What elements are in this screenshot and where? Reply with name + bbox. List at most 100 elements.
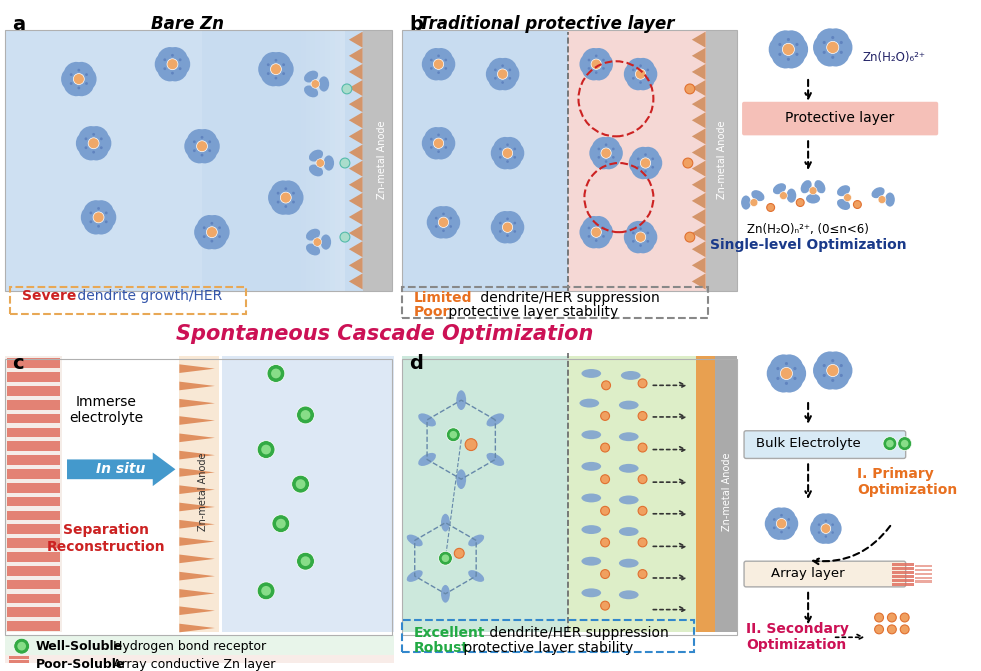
Text: Zn-metal Anode: Zn-metal Anode [198,453,208,531]
Circle shape [501,81,504,84]
Circle shape [600,570,609,578]
Text: b: b [409,15,423,34]
Circle shape [434,59,443,69]
Ellipse shape [184,136,198,156]
Ellipse shape [493,137,511,152]
Circle shape [208,140,211,143]
Ellipse shape [816,352,837,368]
Ellipse shape [829,50,849,66]
Circle shape [685,84,695,94]
Ellipse shape [643,147,659,161]
Ellipse shape [645,65,657,83]
Circle shape [604,144,607,146]
Polygon shape [349,96,363,112]
Bar [402,30,737,291]
Bar [402,287,707,318]
Circle shape [780,514,783,517]
Circle shape [300,410,310,420]
Ellipse shape [768,525,785,540]
Text: Immerse
electrolyte: Immerse electrolyte [70,395,143,425]
Circle shape [100,146,103,149]
Circle shape [97,207,100,210]
Circle shape [809,187,817,195]
Circle shape [438,71,439,74]
Polygon shape [349,241,363,257]
Circle shape [888,625,897,634]
Bar [7,469,60,479]
Ellipse shape [580,399,599,407]
Bar [5,635,394,657]
Polygon shape [180,537,215,546]
Bar [7,538,60,548]
Ellipse shape [283,199,300,215]
Circle shape [295,479,305,489]
Ellipse shape [602,155,620,169]
Ellipse shape [216,222,230,242]
Ellipse shape [504,137,521,152]
Circle shape [651,166,654,168]
Circle shape [796,43,799,46]
Circle shape [200,136,203,139]
Circle shape [840,51,843,54]
Circle shape [77,68,80,72]
Ellipse shape [271,180,289,196]
Ellipse shape [627,239,644,254]
Circle shape [211,240,213,242]
Text: protective layer stability: protective layer stability [459,641,634,655]
Circle shape [316,159,325,167]
Circle shape [602,235,605,238]
Polygon shape [349,273,363,289]
Text: protective layer stability: protective layer stability [444,305,619,319]
Ellipse shape [619,401,639,409]
Ellipse shape [61,69,75,89]
Circle shape [200,154,203,156]
Ellipse shape [76,81,93,96]
Ellipse shape [79,126,97,142]
Circle shape [778,43,782,46]
Ellipse shape [582,430,601,440]
Ellipse shape [84,200,102,215]
Bar [914,576,932,579]
Circle shape [275,76,278,79]
Ellipse shape [187,129,206,144]
Ellipse shape [582,462,601,471]
Circle shape [780,368,793,380]
Ellipse shape [787,189,797,203]
Circle shape [823,41,826,44]
Ellipse shape [582,525,601,534]
Text: Well-Soluble: Well-Soluble [35,639,123,653]
Ellipse shape [823,530,839,544]
Circle shape [513,221,516,224]
Text: Separation
Reconstruction: Separation Reconstruction [47,523,166,554]
Bar [7,621,60,631]
Circle shape [506,234,509,237]
Ellipse shape [829,372,849,390]
Circle shape [340,158,350,168]
Bar [5,30,380,291]
Bar [310,30,315,291]
Circle shape [594,71,597,74]
Circle shape [588,67,591,70]
Ellipse shape [90,145,108,160]
Text: Zn-metal Anode: Zn-metal Anode [378,121,387,199]
Circle shape [636,232,645,242]
Circle shape [787,38,790,41]
Circle shape [513,148,516,150]
Circle shape [592,227,601,238]
Circle shape [638,538,647,547]
Bar [402,356,568,632]
Circle shape [284,187,287,190]
Circle shape [780,531,783,533]
Bar [5,356,62,632]
Circle shape [74,74,84,85]
Circle shape [840,374,843,377]
Ellipse shape [198,129,217,144]
Circle shape [203,226,206,229]
Circle shape [640,227,642,230]
Circle shape [601,148,611,158]
Polygon shape [349,209,363,225]
Polygon shape [349,225,363,241]
Polygon shape [692,32,705,48]
Ellipse shape [511,218,524,236]
Circle shape [506,217,509,220]
